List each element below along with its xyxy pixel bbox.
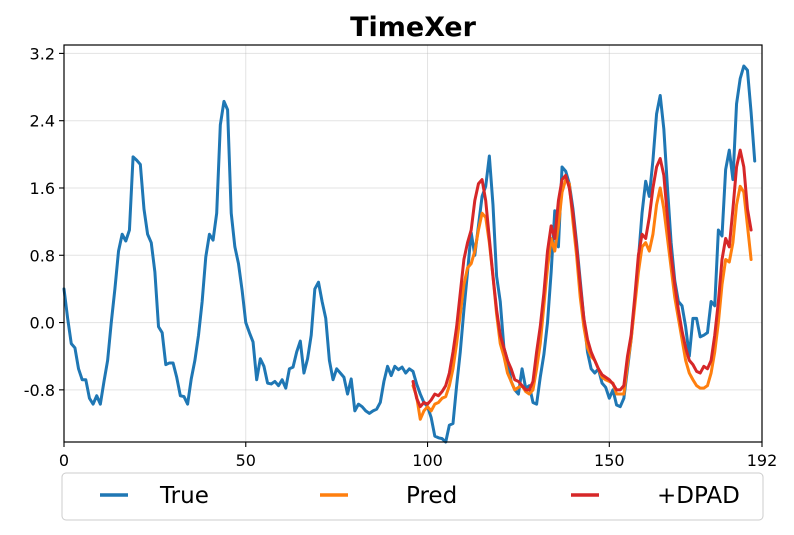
y-tick-label: -0.8: [24, 381, 55, 400]
x-tick-label: 192: [747, 451, 778, 470]
x-tick-label: 0: [59, 451, 69, 470]
series-layer: [62, 64, 757, 444]
x-tick-label: 50: [236, 451, 256, 470]
y-tick-label: 3.2: [30, 44, 55, 63]
legend-label-pred: Pred: [406, 483, 457, 509]
chart-title: TimeXer: [350, 12, 477, 43]
legend-box: [61, 472, 764, 521]
legend: True Pred +DPAD: [61, 472, 764, 521]
series-line-dpad: [411, 148, 753, 409]
series-line-true: [62, 64, 757, 444]
x-tick-label: 150: [594, 451, 625, 470]
y-axis: -0.8 0.0 0.8 1.6 2.4 3.2: [24, 44, 64, 400]
x-axis: 0 50 100 150 192: [59, 442, 777, 470]
y-tick-label: 0.0: [30, 314, 55, 333]
axes-frame: [63, 44, 763, 443]
legend-label-dpad: +DPAD: [657, 483, 740, 509]
x-tick-label: 100: [412, 451, 443, 470]
legend-label-true: True: [159, 483, 209, 509]
y-tick-label: 2.4: [30, 112, 55, 131]
y-tick-label: 1.6: [30, 179, 55, 198]
y-tick-label: 0.8: [30, 246, 55, 265]
